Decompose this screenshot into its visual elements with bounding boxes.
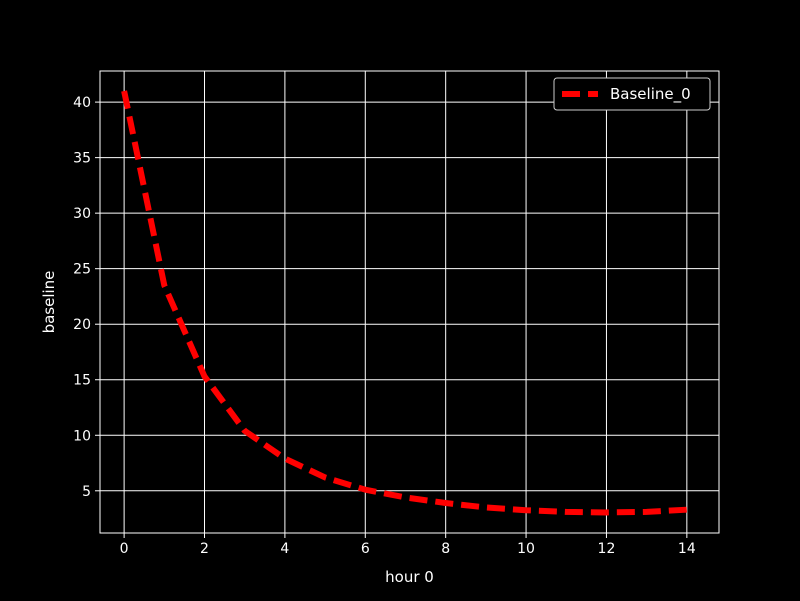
x-tick-label: 10 [517, 541, 535, 557]
y-tick-label: 10 [73, 428, 91, 444]
y-tick-label: 40 [73, 95, 91, 111]
x-tick-label: 6 [361, 541, 370, 557]
y-tick-label: 20 [73, 317, 91, 333]
x-tick-label: 8 [441, 541, 450, 557]
x-tick-label: 14 [678, 541, 696, 557]
legend-label-baseline-0: Baseline_0 [610, 85, 691, 104]
grid [100, 71, 719, 533]
y-axis-label: baseline [40, 271, 58, 334]
plot-frame [99, 70, 720, 534]
x-tick-label: 0 [120, 541, 129, 557]
x-tick-label: 12 [598, 541, 616, 557]
y-tick-label: 35 [73, 151, 91, 167]
y-tick-label: 25 [73, 262, 91, 278]
legend-box [553, 77, 711, 111]
series-line-0 [121, 90, 688, 516]
legend: Baseline_0 [553, 77, 711, 111]
x-tick-label: 2 [200, 541, 209, 557]
x-axis-ticks: 0 2 4 6 8 10 12 14 [120, 533, 696, 557]
x-tick-label: 4 [280, 541, 289, 557]
y-tick-label: 15 [73, 373, 91, 389]
series-layer [121, 90, 688, 516]
y-tick-label: 30 [73, 206, 91, 222]
y-tick-label: 5 [82, 484, 91, 500]
y-axis-ticks: 5 10 15 20 25 30 35 40 [73, 95, 100, 500]
x-axis-label: hour 0 [385, 568, 434, 586]
